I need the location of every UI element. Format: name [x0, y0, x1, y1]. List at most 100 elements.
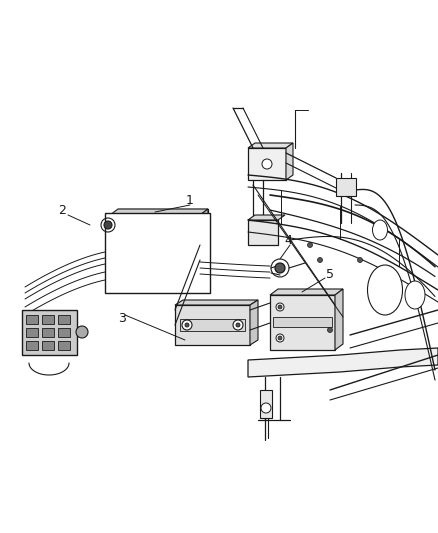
Bar [156, 253, 167, 275]
Bar [58, 328, 70, 337]
Bar [166, 220, 180, 248]
Circle shape [262, 159, 272, 169]
Bar [42, 328, 54, 337]
Bar [175, 305, 250, 345]
Bar [139, 223, 142, 228]
Bar [144, 256, 146, 261]
Bar [172, 263, 174, 268]
Polygon shape [110, 209, 208, 215]
Polygon shape [286, 143, 293, 180]
Bar [128, 253, 139, 275]
Bar [162, 263, 165, 268]
Bar [139, 239, 142, 244]
Bar [185, 239, 188, 244]
Bar [190, 239, 193, 244]
Bar [186, 256, 188, 261]
Bar [117, 239, 120, 244]
Ellipse shape [405, 281, 425, 309]
Circle shape [278, 336, 282, 340]
Bar [134, 239, 137, 244]
Bar [176, 256, 179, 261]
Bar [116, 263, 119, 268]
Bar [173, 239, 176, 244]
Bar [156, 223, 159, 228]
Ellipse shape [367, 265, 403, 315]
Circle shape [185, 323, 189, 327]
Bar [118, 209, 208, 279]
Text: 4: 4 [284, 233, 292, 246]
Bar [58, 315, 70, 324]
Bar [248, 148, 286, 180]
Bar [173, 223, 176, 228]
Bar [117, 231, 120, 236]
Bar [270, 295, 335, 350]
Polygon shape [248, 348, 438, 377]
Bar [134, 231, 137, 236]
Text: 2: 2 [58, 204, 66, 216]
Bar [190, 231, 193, 236]
Bar [134, 256, 137, 261]
Bar [110, 215, 200, 285]
Bar [115, 220, 129, 248]
Bar [114, 253, 125, 275]
Circle shape [104, 221, 112, 229]
Circle shape [76, 326, 88, 338]
Bar [185, 223, 188, 228]
Bar [149, 220, 163, 248]
Bar [148, 263, 151, 268]
Bar [183, 220, 197, 248]
Text: 5: 5 [326, 268, 334, 280]
Bar [184, 253, 195, 275]
Bar [168, 223, 171, 228]
Bar [58, 341, 70, 350]
Bar [190, 223, 193, 228]
Bar [120, 263, 123, 268]
Bar [134, 223, 137, 228]
Circle shape [357, 257, 363, 262]
Bar [168, 239, 171, 244]
Circle shape [233, 320, 243, 330]
Bar [168, 231, 171, 236]
Bar [139, 231, 142, 236]
Circle shape [276, 334, 284, 342]
Bar [158, 256, 160, 261]
Text: 1: 1 [186, 193, 194, 206]
Bar [260, 390, 272, 418]
Bar [273, 317, 332, 327]
Bar [122, 239, 125, 244]
Bar [186, 263, 188, 268]
Bar [148, 256, 151, 261]
Polygon shape [335, 289, 343, 350]
Polygon shape [250, 300, 258, 345]
Bar [26, 315, 38, 324]
Text: 3: 3 [118, 311, 126, 325]
Bar [151, 239, 154, 244]
Bar [162, 256, 165, 261]
Bar [158, 263, 160, 268]
Polygon shape [270, 289, 343, 295]
Bar [42, 341, 54, 350]
Polygon shape [248, 143, 293, 148]
Bar [26, 341, 38, 350]
Circle shape [236, 323, 240, 327]
Bar [172, 256, 174, 261]
Circle shape [275, 263, 285, 273]
Circle shape [278, 305, 282, 309]
Bar [116, 256, 119, 261]
Bar [130, 256, 133, 261]
Bar [26, 328, 38, 337]
Bar [144, 263, 146, 268]
Bar [151, 231, 154, 236]
Bar [170, 253, 181, 275]
Bar [134, 263, 137, 268]
Bar [190, 256, 192, 261]
Bar [190, 263, 192, 268]
Bar [156, 231, 159, 236]
Bar [22, 310, 77, 355]
Bar [117, 223, 120, 228]
Bar [122, 231, 125, 236]
Bar [142, 253, 153, 275]
Circle shape [328, 327, 332, 333]
Bar [156, 239, 159, 244]
Bar [122, 223, 125, 228]
